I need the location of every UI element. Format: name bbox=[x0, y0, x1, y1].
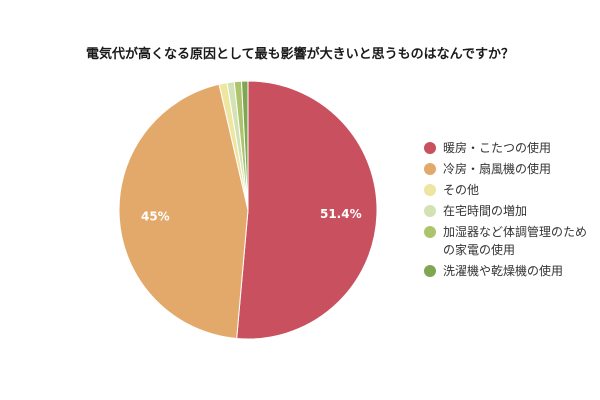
pie-labels: 51.4% 45% bbox=[141, 207, 362, 223]
legend-item-other[interactable]: その他 bbox=[424, 181, 600, 199]
legend-marker-icon bbox=[424, 205, 436, 217]
legend-marker-icon bbox=[424, 142, 436, 154]
legend-label: 暖房・こたつの使用 bbox=[443, 141, 552, 155]
legend-label: 冷房・扇風機の使用 bbox=[443, 162, 552, 176]
pie-slice[interactable] bbox=[118, 83, 249, 340]
legend-marker-icon bbox=[424, 226, 436, 238]
slice-value-label: 51.4% bbox=[320, 207, 362, 221]
legend: 暖房・こたつの使用 冷房・扇風機の使用 その他 在宅時間の増加 加湿器など体調管… bbox=[424, 139, 600, 283]
legend-label: その他 bbox=[443, 183, 480, 197]
pie-slice[interactable] bbox=[240, 80, 249, 211]
legend-item-time-at-home[interactable]: 在宅時間の増加 bbox=[424, 202, 600, 220]
legend-marker-icon bbox=[424, 163, 436, 175]
pie-slice[interactable] bbox=[236, 80, 378, 340]
legend-marker-icon bbox=[424, 265, 436, 277]
legend-marker-icon bbox=[424, 184, 436, 196]
legend-label: 在宅時間の増加 bbox=[443, 204, 528, 218]
legend-item-laundry[interactable]: 洗濯機や乾燥機の使用 bbox=[424, 262, 600, 280]
legend-label: 加湿器など体調管理のため の家電の使用 bbox=[443, 225, 588, 257]
legend-item-humidifier[interactable]: 加湿器など体調管理のため の家電の使用 bbox=[424, 223, 600, 259]
chart-title: 電気代が高くなる原因として最も影響が大きいと思うものはなんですか？ bbox=[86, 47, 514, 62]
pie-slices bbox=[118, 80, 378, 340]
slice-value-label: 45% bbox=[141, 209, 170, 223]
legend-item-heating[interactable]: 暖房・こたつの使用 bbox=[424, 139, 600, 157]
legend-label: 洗濯機や乾燥機の使用 bbox=[443, 264, 564, 278]
legend-item-cooling[interactable]: 冷房・扇風機の使用 bbox=[424, 160, 600, 178]
